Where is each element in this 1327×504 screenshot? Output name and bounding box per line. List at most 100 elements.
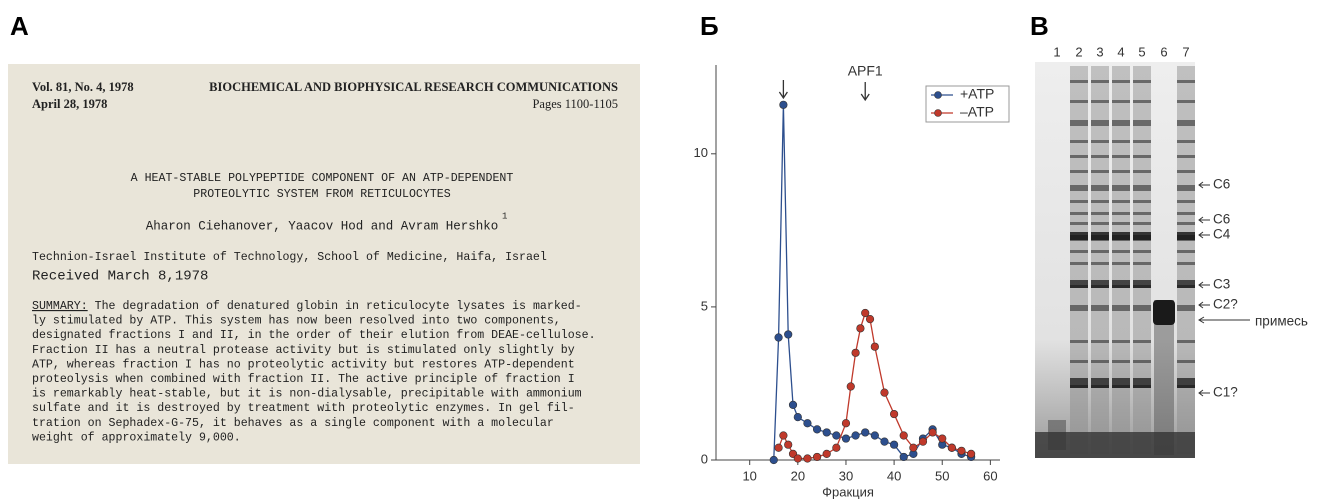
gel-band — [1091, 250, 1109, 253]
gel-band — [1070, 262, 1088, 265]
gel-band — [1112, 250, 1130, 253]
summary-line: Fraction II has a neutral protease activ… — [32, 344, 575, 357]
gel-band — [1091, 170, 1109, 173]
lane-number: 2 — [1075, 44, 1082, 59]
legend-marker — [934, 109, 942, 117]
pages: Pages 1100-1105 — [532, 97, 618, 111]
legend-label: –ATP — [960, 104, 994, 120]
journal: BIOCHEMICAL AND BIOPHYSICAL RESEARCH COM… — [209, 80, 618, 94]
gel-band — [1133, 100, 1151, 103]
summary-line: SUMMARY: The degradation of denatured gl… — [32, 300, 582, 313]
data-point — [861, 308, 870, 318]
gel-band — [1091, 185, 1109, 191]
gel-band — [1091, 200, 1109, 203]
gel-band — [1133, 185, 1151, 191]
gel-band — [1177, 280, 1195, 288]
data-point — [856, 324, 865, 333]
data-point — [957, 446, 966, 455]
gel-front — [1035, 432, 1195, 458]
document-background — [8, 64, 640, 464]
gel-band — [1091, 212, 1109, 215]
gel-band — [1112, 155, 1130, 158]
x-axis-label: Фракция — [822, 484, 874, 499]
summary-line: ATP, whereas fraction I has no proteolyt… — [32, 358, 575, 371]
summary-text: proteolysis when combined with fraction … — [32, 373, 575, 386]
data-point — [788, 400, 798, 409]
gel-band — [1112, 305, 1130, 311]
gel-band — [1153, 300, 1175, 325]
lane-number: 6 — [1160, 44, 1167, 59]
data-point — [947, 443, 956, 452]
marker-label: C3 — [1213, 277, 1230, 292]
gel-band — [1112, 140, 1130, 143]
data-point — [928, 428, 937, 437]
lane-number: 1 — [1053, 44, 1060, 59]
data-point — [779, 431, 788, 440]
date: April 28, 1978 — [32, 97, 107, 111]
data-point — [832, 443, 841, 452]
gel-band — [1091, 222, 1109, 225]
gel-band — [1112, 378, 1130, 388]
x-tick-label: 20 — [791, 468, 805, 483]
data-point — [880, 388, 889, 397]
data-point — [822, 449, 831, 458]
data-point — [938, 434, 947, 443]
annotation-arrow — [778, 80, 788, 100]
summary-text: sulfate and it is destroyed by treatment… — [32, 402, 575, 415]
impurity-arrow — [1198, 316, 1250, 324]
data-point — [851, 431, 860, 440]
gel-band — [1070, 250, 1088, 253]
gel-band — [1070, 280, 1088, 288]
gel-band — [1070, 140, 1088, 143]
gel-band — [1133, 120, 1151, 126]
data-point — [812, 425, 822, 434]
gel-lane — [1112, 66, 1130, 454]
gel-band — [1177, 120, 1195, 126]
gel-band — [1112, 200, 1130, 203]
gel-band — [1133, 200, 1151, 203]
data-point — [779, 100, 788, 109]
data-point — [851, 348, 860, 357]
impurity-label: примесь — [1255, 314, 1308, 329]
summary-line: proteolysis when combined with fraction … — [32, 373, 575, 386]
gel-band — [1177, 212, 1195, 215]
article-title: A HEAT-STABLE POLYPEPTIDE COMPONENT OF A… — [131, 172, 514, 185]
summary-label: SUMMARY: — [32, 300, 88, 313]
gel-band — [1112, 262, 1130, 265]
marker-arrow — [1198, 231, 1210, 239]
authors: Aharon Ciehanover, Yaacov Hod and Avram … — [146, 219, 499, 233]
summary-text: is remarkably heat-stable, but it is non… — [32, 388, 582, 401]
data-point — [870, 431, 879, 440]
gel-band — [1070, 170, 1088, 173]
data-point — [841, 434, 851, 443]
summary-text: Fraction II has a neutral protease activ… — [32, 344, 575, 357]
gel-band — [1070, 378, 1088, 388]
received: Received March 8,1978 — [32, 269, 208, 285]
series-line — [773, 104, 972, 461]
marker-arrow — [1198, 281, 1210, 289]
gel-band — [1070, 80, 1088, 83]
data-point — [909, 443, 918, 452]
data-point — [899, 431, 908, 440]
footnote: 1 — [502, 211, 507, 221]
data-point — [793, 454, 802, 463]
data-point — [880, 437, 889, 446]
x-tick-label: 60 — [983, 468, 997, 483]
gel-band — [1091, 120, 1109, 126]
data-point — [803, 454, 812, 463]
data-point — [769, 455, 778, 465]
gel-band — [1070, 120, 1088, 126]
gel-band — [1133, 250, 1151, 253]
y-tick-label: 10 — [694, 145, 708, 160]
annotation-label: APF1 — [848, 63, 883, 79]
gel-band — [1133, 378, 1151, 388]
marker-arrow — [1198, 389, 1210, 397]
marker-label: C2? — [1213, 297, 1238, 312]
gel-band — [1177, 262, 1195, 265]
summary-text: The degradation of denatured globin in r… — [88, 300, 582, 313]
data-point — [784, 440, 793, 449]
gel-band — [1177, 170, 1195, 173]
summary-text: tration on Sephadex-G-75, it behaves as … — [32, 417, 554, 430]
gel-band — [1070, 360, 1088, 363]
gel-band — [1133, 170, 1151, 173]
